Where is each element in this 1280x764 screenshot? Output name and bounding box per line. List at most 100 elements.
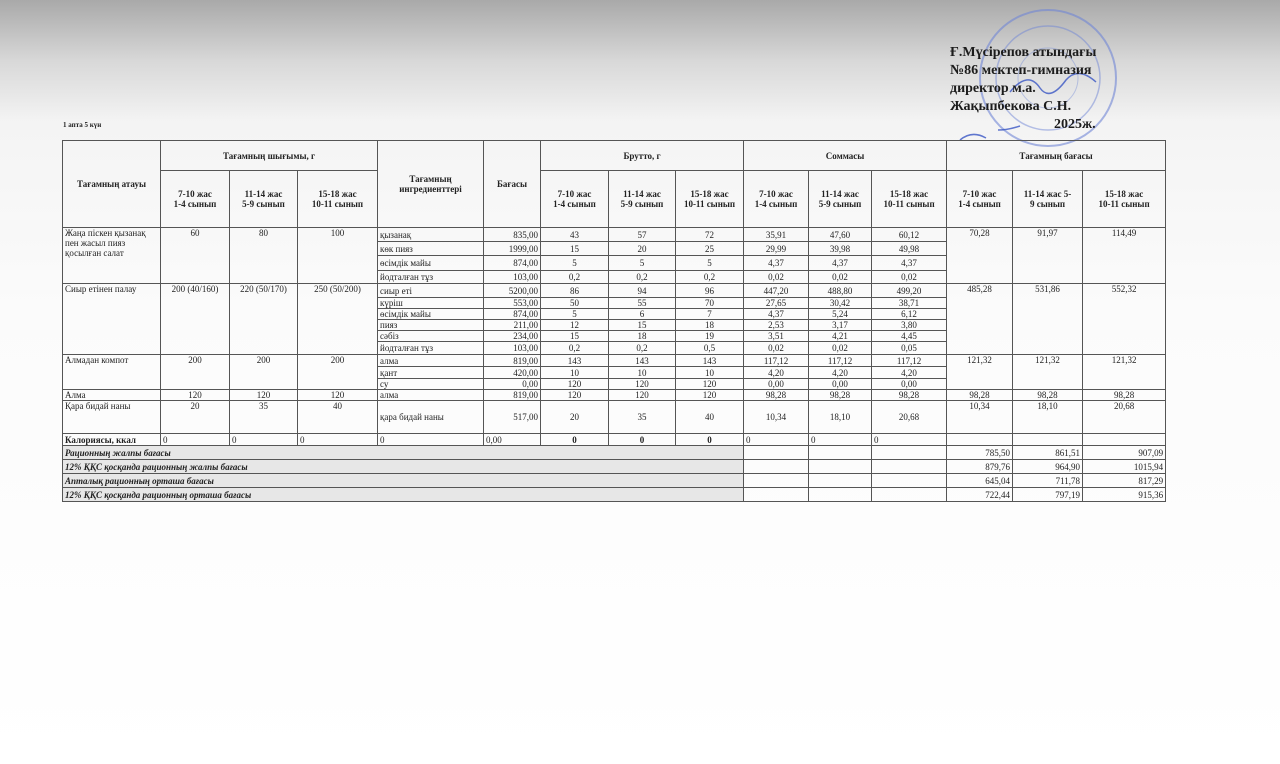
empty-cell — [808, 445, 873, 460]
brutto: 18 — [675, 319, 745, 331]
sum: 447,20 — [743, 283, 810, 298]
calories-sum: 0 — [743, 433, 810, 446]
age-header-line: 10-11 сынып — [883, 199, 935, 209]
brutto: 25 — [675, 241, 745, 256]
age-header-line: 9 сынып — [1029, 199, 1066, 209]
brutto: 120 — [540, 378, 610, 390]
ingredient-name: күріш — [377, 297, 485, 309]
dish-cost: 98,28 — [1082, 389, 1167, 401]
sum: 4,45 — [871, 330, 948, 342]
ingredient-row: йодталған тұз 103,00 0,2 0,2 0,5 0,02 0,02 0,05 — [63, 341, 1166, 355]
ingredient-name: сиыр еті — [377, 283, 485, 298]
sum: 4,20 — [808, 366, 873, 379]
sum: 4,37 — [743, 255, 810, 271]
sum: 488,80 — [808, 283, 873, 298]
dish-cost: 531,86 — [1012, 283, 1084, 355]
calories-output: 0 — [296, 433, 379, 446]
calories-price: 0,00 — [483, 433, 542, 446]
dish-output: 80 — [229, 227, 298, 284]
age-header-line: 15-18 жас — [889, 189, 929, 199]
approval-line: Жақыпбекова С.Н. — [950, 99, 1072, 114]
brutto: 120 — [675, 389, 745, 401]
summary-value: 915,36 — [1082, 487, 1167, 502]
ingredient-price: 835,00 — [483, 227, 542, 242]
dish-output: 200 — [229, 354, 298, 390]
age-header: 15-18 жас 10-11 сынып — [675, 170, 745, 228]
approval-line: 2025ж. — [1054, 117, 1096, 132]
approval-line: Ғ.Мүсірепов атындағы — [950, 45, 1097, 60]
sum: 10,34 — [743, 400, 810, 434]
dish-output: 35 — [229, 400, 298, 434]
header-row: Тағамның атауы Тағамның шығымы, г Тағамның… — [62, 140, 1167, 228]
age-header: 15-18 жас 10-11 сынып — [296, 170, 379, 228]
brutto: 120 — [675, 378, 745, 390]
age-header-line: 1-4 сынып — [754, 199, 798, 209]
summary-value: 711,78 — [1012, 473, 1084, 488]
dish-output: 200 (40/160) — [160, 283, 230, 355]
age-header-line: 7-10 жас — [178, 189, 212, 199]
ingredient-name: алма — [377, 389, 485, 401]
dish-output: 120 — [296, 389, 379, 401]
sum: 0,02 — [743, 341, 810, 355]
age-header: 11-14 жас 5-9 сынып — [808, 170, 873, 228]
summary-value: 785,50 — [946, 445, 1014, 460]
summary-value: 722,44 — [946, 487, 1014, 502]
dish-output: 60 — [160, 227, 230, 284]
brutto: 0,2 — [540, 270, 610, 284]
empty-cell — [743, 445, 810, 460]
dish-name: Алма — [62, 389, 161, 401]
empty-cell — [808, 459, 873, 474]
age-header: 11-14 жас 5- 9 сынып — [1012, 170, 1084, 228]
header-cell: Брутто, г — [540, 140, 745, 171]
age-header-line: 11-14 жас — [623, 189, 661, 199]
sum: 29,99 — [743, 241, 810, 256]
sum: 38,71 — [871, 297, 948, 309]
summary-value: 861,51 — [1012, 445, 1084, 460]
dish-output: 120 — [160, 389, 230, 401]
brutto: 50 — [540, 297, 610, 309]
ingredient-name: сәбіз — [377, 330, 485, 342]
sum: 49,98 — [871, 241, 948, 256]
brutto: 86 — [540, 283, 610, 298]
dish-output: 120 — [229, 389, 298, 401]
empty-cell — [808, 473, 873, 488]
sum: 0,00 — [808, 378, 873, 390]
ingredient-row: Алмадан компот 200 200 200 алма 819,00 143 143 1… — [62, 354, 1167, 390]
calories-brutto: 0 — [675, 433, 745, 446]
brutto: 143 — [608, 354, 677, 367]
brutto: 35 — [608, 400, 677, 434]
brutto: 55 — [608, 297, 677, 309]
summary-label: Апталық рационның орташа бағасы — [61, 473, 745, 488]
brutto: 0,2 — [675, 270, 745, 284]
dish-cost: 552,32 — [1082, 283, 1167, 355]
approval-line: директор м.а. — [950, 81, 1036, 96]
dish-cost: 91,97 — [1012, 227, 1084, 284]
age-header-line: 7-10 жас — [557, 189, 592, 199]
ingredient-price: 553,00 — [483, 297, 542, 309]
age-header: 11-14 жас 5-9 сынып — [608, 170, 677, 228]
sum: 30,42 — [808, 297, 873, 309]
empty-cell — [808, 487, 873, 502]
dish-cost: 121,32 — [1082, 354, 1167, 390]
summary-label: Рационның жалпы бағасы — [61, 445, 745, 460]
dish-name: Сиыр етінен палау — [62, 283, 161, 355]
empty-cell — [743, 487, 810, 502]
sum: 4,37 — [871, 255, 948, 271]
age-header: 7-10 жас 1-4 сынып — [160, 170, 230, 228]
empty-cell — [1082, 433, 1167, 446]
empty-cell — [871, 487, 948, 502]
calories-sum: 0 — [871, 433, 948, 446]
calories-ingredient: 0 — [377, 433, 485, 446]
ingredient-name: су — [377, 378, 485, 390]
sum: 0,00 — [743, 378, 810, 390]
ingredient-row: Алма 120 120 120 алма 819,00 120 120 120 98,28 98,… — [62, 389, 1167, 401]
age-header-line: 10-11 сынып — [683, 199, 736, 209]
dish-output: 220 (50/170) — [229, 283, 298, 355]
dish-cost: 98,28 — [946, 389, 1014, 401]
ingredient-name: көк пияз — [377, 241, 485, 256]
dish-output: 100 — [296, 227, 379, 284]
header-cell: Тағамның атауы — [62, 140, 161, 228]
dish-name: Жаңа піскен қызанақ пен жасыл пияз қосыл… — [62, 227, 161, 284]
dish-output: 20 — [160, 400, 230, 434]
summary-row: 12% ҚҚС қосқанда рационның жалпы бағасы 8… — [61, 459, 1167, 474]
